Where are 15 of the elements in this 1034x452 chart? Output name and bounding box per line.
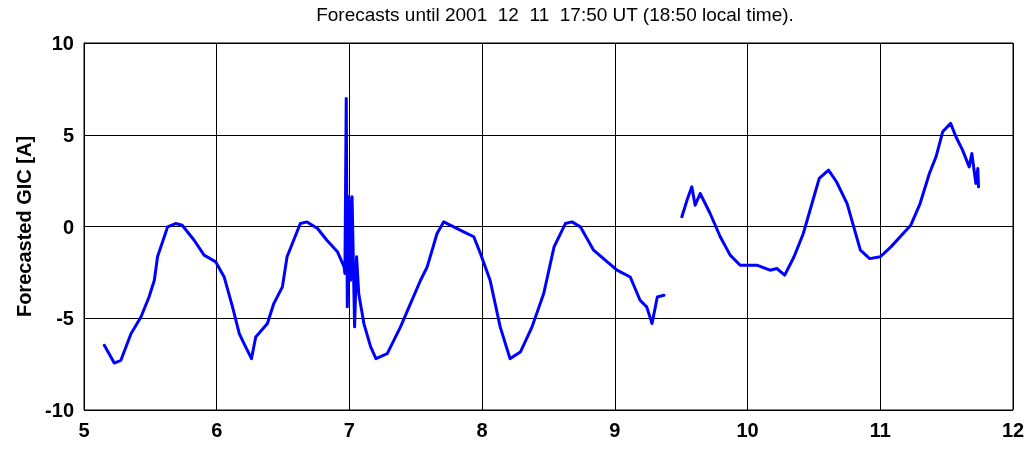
x-tick-label: 8 bbox=[476, 419, 488, 441]
y-tick-label: 5 bbox=[62, 123, 74, 146]
x-tick-label: 7 bbox=[343, 419, 355, 441]
x-tick-label: 11 bbox=[869, 419, 891, 441]
y-tick-label: -10 bbox=[45, 399, 74, 421]
x-tick-label: 12 bbox=[1001, 419, 1025, 441]
x-tick-label: 6 bbox=[211, 419, 223, 441]
y-tick-label: 10 bbox=[51, 32, 74, 54]
x-tick-label: 10 bbox=[736, 419, 759, 441]
x-tick-label: 5 bbox=[78, 419, 90, 441]
y-axis-title: Forecasted GIC [A] bbox=[13, 135, 35, 318]
x-tick-label: 9 bbox=[609, 419, 621, 441]
chart-title: Forecasts until 2001 12 11 17:50 UT (18:50 local time). bbox=[316, 4, 794, 25]
y-tick-label: 0 bbox=[62, 215, 74, 238]
y-tick-label: -5 bbox=[56, 307, 74, 330]
